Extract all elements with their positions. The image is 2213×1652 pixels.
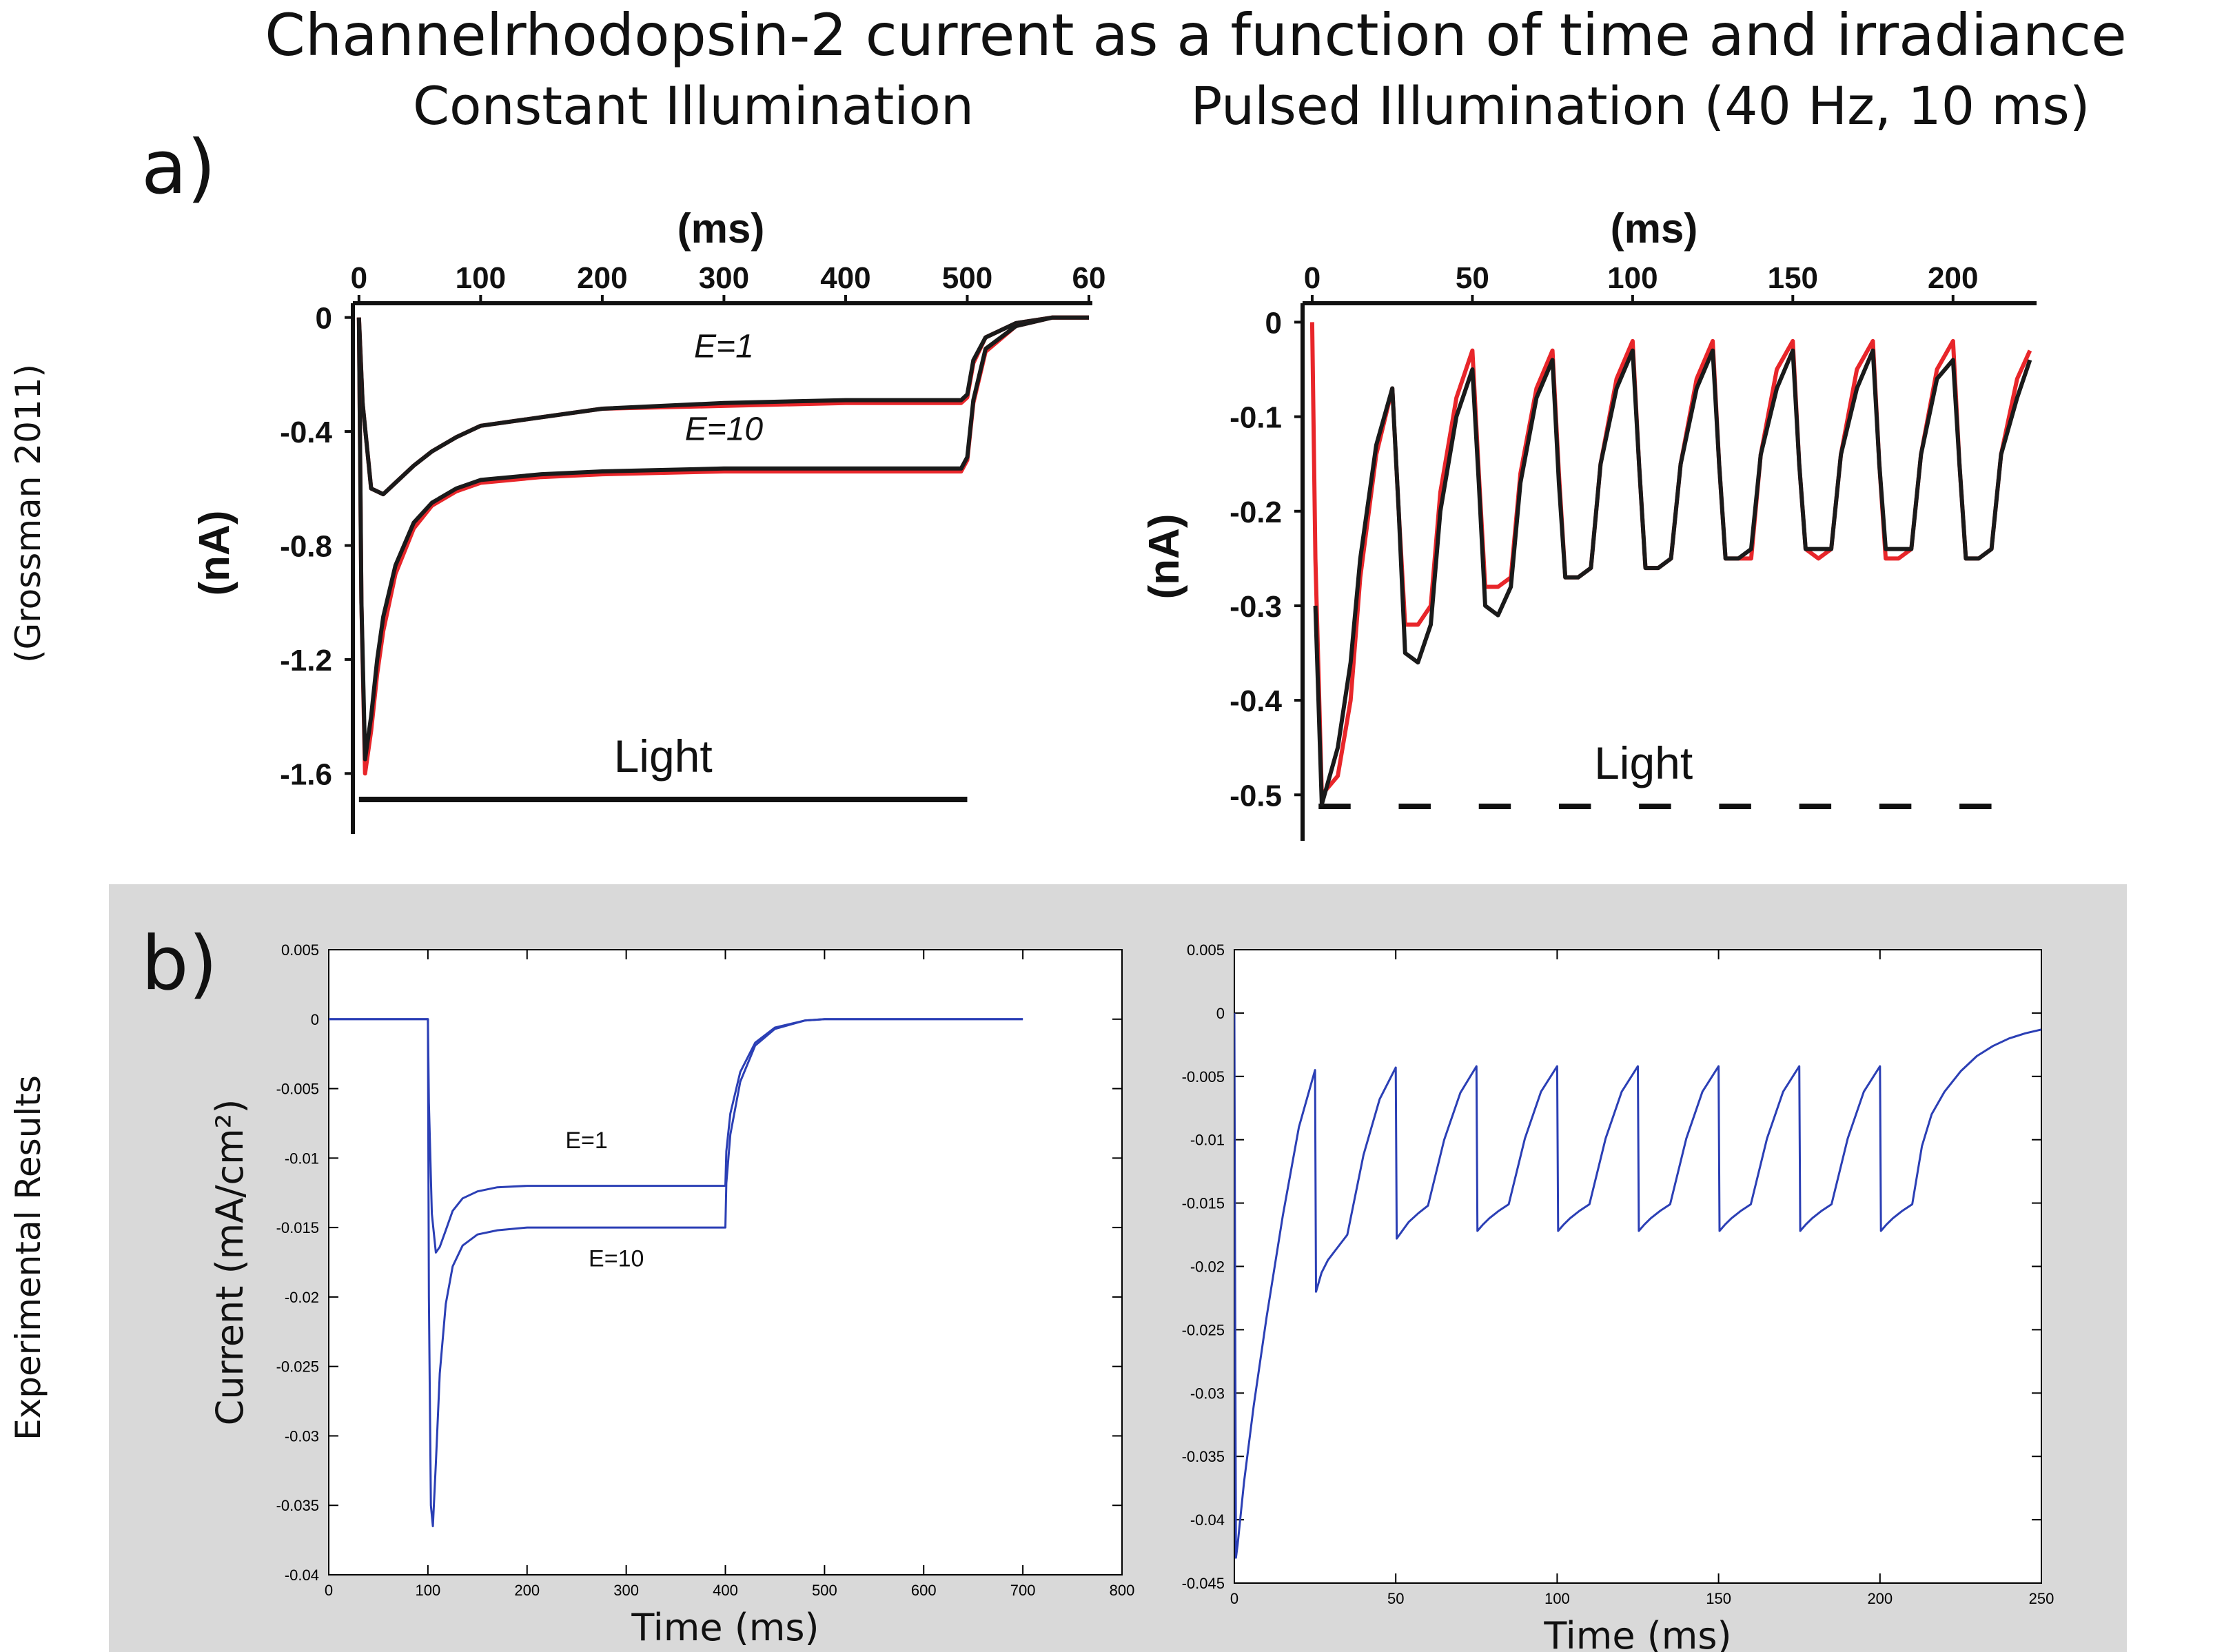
series-line-black xyxy=(1313,348,2032,806)
plot-area xyxy=(1234,949,2042,1584)
chart-title: Constant Illumination xyxy=(413,75,974,136)
y-tick-label: -0.3 xyxy=(1230,590,1282,624)
chart-b_pulsed: 0.005 0 -0.005 -0.01 -0.015 -0.02 -0.025 -0.03 -… xyxy=(1182,941,2054,1652)
plot-area xyxy=(328,949,1123,1575)
x-tick-label: 0 xyxy=(1304,261,1320,295)
y-tick-label: -1.2 xyxy=(280,644,332,677)
y-axis-label: Current (mA/cm²) xyxy=(208,1099,252,1426)
y-tick-label: 0.005 xyxy=(1187,941,1225,959)
x-tick-label: 100 xyxy=(456,261,506,295)
y-tick-label: -0.4 xyxy=(280,416,332,449)
x-tick-label: 200 xyxy=(1867,1590,1893,1607)
x-tick-label: 400 xyxy=(820,261,870,295)
y-tick-label: -0.025 xyxy=(1182,1321,1225,1338)
y-tick-label: 0.005 xyxy=(281,941,319,959)
x-tick-label: 300 xyxy=(699,261,749,295)
y-tick-label: -0.045 xyxy=(1182,1575,1225,1592)
y-tick-label: -0.2 xyxy=(1230,496,1282,529)
y-tick-label: -0.04 xyxy=(285,1567,319,1584)
y-tick-label: -0.03 xyxy=(1190,1385,1225,1402)
x-tick-label: 250 xyxy=(2029,1590,2054,1607)
x-axis-label: (ms) xyxy=(677,205,765,252)
row-a-label: a) xyxy=(141,125,216,211)
y-tick-label: -0.01 xyxy=(285,1150,319,1167)
y-tick-label: -0.4 xyxy=(1230,684,1282,718)
x-tick-label: 200 xyxy=(577,261,627,295)
x-tick-label: 50 xyxy=(1456,261,1489,295)
x-tick-label: 800 xyxy=(1110,1582,1135,1599)
y-tick-label: -0.005 xyxy=(1182,1068,1225,1085)
x-tick-label: 600 xyxy=(911,1582,937,1599)
curve-annotation: E=1 xyxy=(565,1128,607,1154)
y-tick-label: -1.6 xyxy=(280,757,332,791)
y-tick-label: 0 xyxy=(316,302,332,336)
series-line-red xyxy=(356,315,1089,776)
y-tick-label: -0.015 xyxy=(276,1219,319,1236)
y-tick-label: -0.005 xyxy=(276,1081,319,1098)
chart-a_pulsed: 0 50 100 150 200 0 -0.1 -0.2 -0.3 -0.4 -0.5 (ms) (nA… xyxy=(1141,75,2090,841)
series-line-blue xyxy=(1234,1012,2041,1559)
x-tick-label: 100 xyxy=(1607,261,1658,295)
x-tick-label: 500 xyxy=(812,1582,837,1599)
y-tick-label: 0 xyxy=(1216,1005,1225,1022)
figure-title: Channelrhodopsin-2 current as a function… xyxy=(265,1,2127,69)
x-tick-label: 300 xyxy=(613,1582,639,1599)
series-line-black xyxy=(356,315,1089,762)
x-tick-label: 0 xyxy=(351,261,367,295)
chart-panels: 0 100 200 300 400 500 600-0.4-0.8-1.2-1.6(ms)(… xyxy=(191,75,2090,1652)
x-tick-label: 400 xyxy=(713,1582,738,1599)
y-tick-label: -0.025 xyxy=(276,1358,319,1376)
row-a-side-label: (Grossman 2011) xyxy=(8,364,48,663)
y-tick-label: -0.02 xyxy=(285,1289,319,1306)
y-tick-label: -0.035 xyxy=(276,1497,319,1514)
y-tick-label: -0.1 xyxy=(1230,401,1282,435)
x-tick-label: 200 xyxy=(514,1582,540,1599)
x-tick-label: 700 xyxy=(1010,1582,1036,1599)
x-axis-label: Time (ms) xyxy=(631,1606,819,1649)
y-tick-label: -0.03 xyxy=(285,1427,319,1445)
curve-annotation: E=10 xyxy=(685,411,764,447)
light-label: Light xyxy=(614,731,713,782)
y-tick-label: -0.04 xyxy=(1190,1511,1225,1529)
x-tick-label: 0 xyxy=(325,1582,333,1599)
y-tick-label: 0 xyxy=(1265,306,1282,340)
y-tick-label: 0 xyxy=(311,1011,319,1028)
y-tick-label: -0.02 xyxy=(1190,1258,1225,1276)
x-tick-label: 60 xyxy=(1072,261,1106,295)
x-axis-label: Time (ms) xyxy=(1543,1614,1731,1652)
row-b-side-label: Experimental Results xyxy=(8,1075,48,1440)
chart-a_constant: 0 100 200 300 400 500 600-0.4-0.8-1.2-1.6(ms)(… xyxy=(191,75,1105,834)
x-tick-label: 100 xyxy=(416,1582,441,1599)
chart-title: Pulsed Illumination (40 Hz, 10 ms) xyxy=(1191,75,2090,136)
curve-annotation: E=1 xyxy=(694,329,754,365)
x-tick-label: 0 xyxy=(1230,1590,1238,1607)
x-tick-label: 100 xyxy=(1544,1590,1570,1607)
curve-annotation: E=10 xyxy=(589,1246,644,1272)
series-line-black xyxy=(356,315,1089,497)
x-tick-label: 500 xyxy=(942,261,992,295)
x-tick-label: 150 xyxy=(1768,261,1818,295)
y-tick-label: -0.5 xyxy=(1230,779,1282,813)
y-tick-label: -0.035 xyxy=(1182,1448,1225,1465)
row-b-label: b) xyxy=(141,921,218,1007)
light-label: Light xyxy=(1594,737,1693,788)
y-tick-label: -0.015 xyxy=(1182,1195,1225,1212)
chart-b_constant: 0.005 0 -0.005 -0.01 -0.015 -0.02 -0.025 -0.03 -… xyxy=(208,941,1134,1649)
y-tick-label: -0.8 xyxy=(280,529,332,563)
x-axis-label: (ms) xyxy=(1611,205,1698,252)
y-tick-label: -0.01 xyxy=(1190,1132,1225,1149)
x-tick-label: 150 xyxy=(1706,1590,1731,1607)
x-tick-label: 200 xyxy=(1928,261,1978,295)
series-line-blue xyxy=(329,1018,1023,1527)
x-tick-label: 50 xyxy=(1387,1590,1404,1607)
y-axis-label: (nA) xyxy=(191,511,238,596)
y-axis-label: (nA) xyxy=(1141,514,1188,600)
